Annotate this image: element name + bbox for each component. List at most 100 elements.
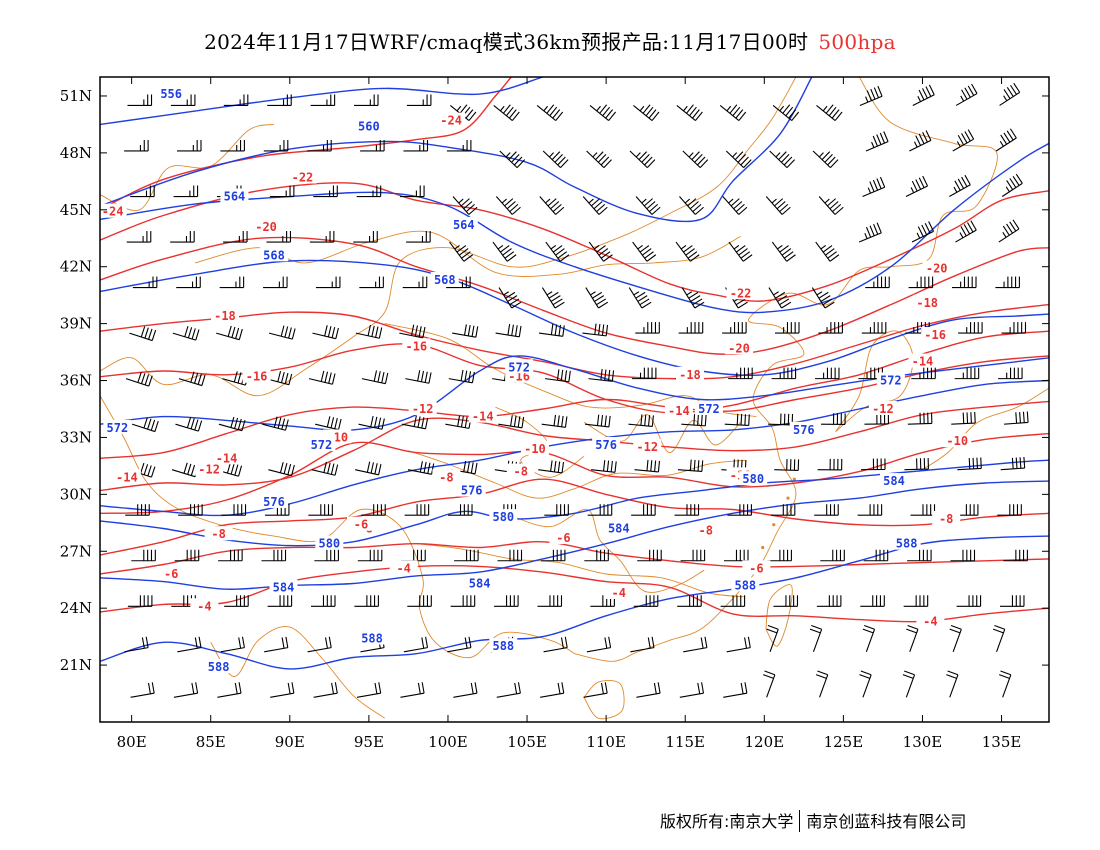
height-contour-label-bg bbox=[430, 271, 459, 286]
lat-tick-label: 42N bbox=[60, 258, 92, 276]
wind-barb bbox=[586, 150, 612, 168]
temperature-contour-label-bg bbox=[913, 294, 942, 309]
height-contour-label: 576 bbox=[793, 423, 815, 437]
wind-barb bbox=[268, 462, 295, 477]
wind-barb bbox=[537, 595, 563, 607]
height-contour-label: 568 bbox=[434, 273, 456, 287]
temperature-contour-label: -14 bbox=[116, 470, 138, 484]
wind-barb bbox=[727, 504, 752, 516]
wind-barb bbox=[312, 325, 339, 340]
wind-barb bbox=[904, 458, 929, 471]
height-contour-label: 584 bbox=[608, 522, 630, 536]
wind-barb bbox=[628, 287, 652, 309]
lat-tick-label: 27N bbox=[60, 542, 92, 560]
wind-barb bbox=[632, 241, 657, 262]
temperature-contour-label: -10 bbox=[946, 434, 968, 448]
temperature-contour-label: -4 bbox=[923, 614, 937, 628]
map-axes: 80E 85E 90E 95E 100E 105E 110E 115E 120E 125E 130E… bbox=[60, 77, 1049, 751]
height-contour-label: 560 bbox=[358, 119, 380, 133]
wind-barb bbox=[310, 595, 336, 607]
temperature-contour-label-bg bbox=[204, 526, 233, 541]
wind-barb bbox=[814, 367, 840, 380]
wind-barb bbox=[445, 415, 472, 429]
wind-barb bbox=[911, 367, 936, 380]
height-contour-label-bg bbox=[876, 372, 905, 387]
height-contour-label-bg bbox=[259, 247, 288, 262]
wind-barb bbox=[132, 276, 158, 289]
wind-barb bbox=[176, 139, 202, 152]
wind-barb bbox=[538, 323, 565, 337]
wind-barb bbox=[446, 276, 471, 289]
height-contour-label: 580 bbox=[318, 537, 340, 551]
wind-barb bbox=[909, 130, 932, 152]
lat-tick-label: 51N bbox=[60, 87, 92, 105]
wind-barb bbox=[266, 231, 292, 243]
boundary-outline bbox=[919, 387, 1049, 472]
temperature-contour-label: -6 bbox=[556, 531, 570, 545]
wind-barb bbox=[172, 326, 200, 341]
wind-barb bbox=[861, 322, 887, 334]
wind-barb bbox=[680, 549, 706, 562]
wind-barb bbox=[354, 595, 379, 607]
lat-tick-label: 24N bbox=[60, 599, 92, 617]
lon-tick-label: 85E bbox=[196, 733, 226, 751]
wind-barb bbox=[952, 129, 975, 152]
wind-barb bbox=[360, 139, 385, 152]
wind-barb bbox=[818, 322, 843, 334]
wind-barb bbox=[538, 460, 565, 474]
lat-tick-label: 21N bbox=[60, 656, 92, 674]
lat-tick-label: 48N bbox=[60, 144, 92, 162]
temperature-contour-label: -16 bbox=[246, 370, 268, 384]
wind-barb bbox=[631, 504, 656, 516]
wind-barb bbox=[682, 150, 709, 168]
temperature-contour-label-bg bbox=[726, 285, 755, 300]
wind-barb bbox=[957, 457, 982, 471]
wind-barb bbox=[905, 175, 929, 198]
wind-barb bbox=[356, 682, 382, 698]
height-contour-label: 564 bbox=[453, 218, 475, 232]
wind-barb bbox=[540, 549, 566, 562]
wind-barb bbox=[637, 549, 662, 562]
wind-barb bbox=[723, 682, 748, 698]
temperature-contour-label: -8 bbox=[699, 523, 713, 537]
wind-barb bbox=[308, 370, 336, 385]
wind-barb bbox=[402, 276, 428, 289]
temperature-contour-label: -6 bbox=[164, 567, 178, 581]
temperature-contour-label: -16 bbox=[924, 328, 946, 342]
wind-barb bbox=[545, 369, 571, 383]
temperature-contour-label: -6 bbox=[749, 561, 763, 575]
wind-barb bbox=[584, 549, 609, 562]
wind-barb bbox=[407, 595, 432, 607]
wind-barb bbox=[401, 415, 429, 430]
wind-barb bbox=[407, 461, 435, 475]
wind-barb bbox=[765, 196, 791, 215]
boundary-outline bbox=[514, 509, 705, 593]
wind-barb bbox=[1004, 411, 1029, 425]
lat-tick-label: 30N bbox=[60, 485, 92, 503]
temperature-contour-label: -24 bbox=[440, 114, 462, 128]
temperature-contour-label: -20 bbox=[926, 262, 948, 276]
wind-barb bbox=[633, 104, 660, 121]
temperature-contour-label: -12 bbox=[872, 402, 894, 416]
wind-barb bbox=[949, 624, 962, 652]
temperature-contour-label-bg bbox=[921, 327, 950, 341]
wind-barb bbox=[585, 287, 609, 309]
boundary-outline bbox=[194, 230, 741, 277]
wind-barb bbox=[170, 94, 196, 107]
wind-barb bbox=[218, 549, 243, 562]
wind-barb bbox=[903, 595, 929, 607]
wind-barb bbox=[269, 185, 295, 198]
temperature-contour-label-bg bbox=[724, 340, 753, 355]
wind-barb bbox=[954, 367, 980, 380]
height-contour-label: 584 bbox=[273, 580, 295, 594]
wind-barb bbox=[583, 682, 608, 698]
wind-barb bbox=[130, 185, 155, 198]
wind-barb bbox=[725, 150, 752, 168]
lon-tick-label: 135E bbox=[982, 733, 1022, 751]
lon-tick-label: 80E bbox=[117, 733, 147, 751]
wind-barb bbox=[536, 104, 564, 121]
temperature-contour-label: -12 bbox=[198, 463, 220, 477]
temperature-contour-label-bg bbox=[742, 560, 771, 575]
height-contour-line bbox=[100, 459, 1049, 547]
